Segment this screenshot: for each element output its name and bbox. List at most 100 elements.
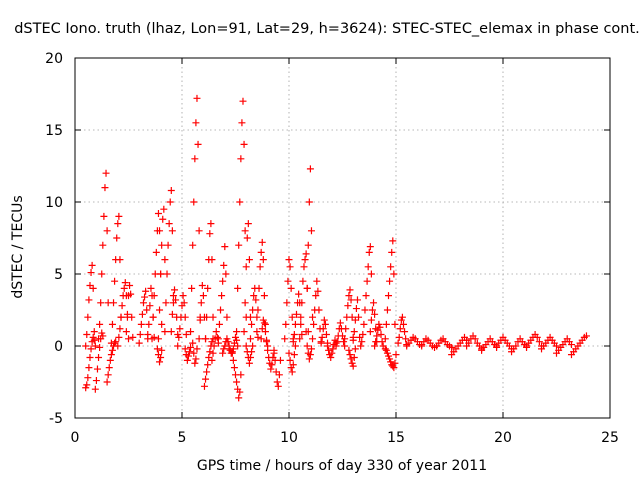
data-point [190,198,198,206]
data-point [157,354,165,362]
data-point [93,365,101,373]
series-arc29 [240,220,254,336]
data-point [448,343,456,351]
series-arc37 [285,342,299,376]
data-point [390,364,398,372]
data-point [158,241,166,249]
data-point [236,198,244,206]
data-point [346,351,354,359]
data-point [386,277,394,285]
data-point [127,290,135,298]
data-point [328,349,336,357]
data-point [234,284,242,292]
data-point [365,248,373,256]
series-arc58 [448,333,471,359]
data-point [195,227,203,235]
data-point [120,284,128,292]
data-point [91,385,99,393]
data-point [367,270,375,278]
data-point [238,119,246,127]
data-point [372,338,380,346]
series-arc22 [202,220,217,343]
series-arc65 [553,335,575,357]
data-point [248,348,256,356]
series-arc64 [538,333,560,353]
series-arc43 [317,316,332,347]
x-axis-label: GPS time / hours of day 330 of year 2011 [197,458,487,474]
series-arc12 [154,205,169,343]
data-point [388,248,396,256]
data-point [258,238,266,246]
data-point [233,378,241,386]
series-arc20 [195,282,210,343]
data-point [246,335,254,343]
series-arc01 [82,261,98,350]
data-point [98,270,106,278]
data-point [237,371,245,379]
data-point [324,342,332,350]
series-arc13 [153,345,166,366]
series-arc09 [135,287,152,347]
data-point [309,313,317,321]
data-point [315,306,323,314]
data-point [208,356,216,364]
data-point [353,296,361,304]
series-arc25 [219,335,233,357]
data-point [246,354,254,362]
data-point [260,292,268,300]
data-point [229,345,237,353]
data-point [210,342,218,350]
data-point [233,336,241,344]
data-point [235,394,243,402]
data-point [135,339,143,347]
data-point [312,292,320,300]
data-point [350,328,358,336]
data-point [367,316,375,324]
data-point [154,335,162,343]
data-point [180,299,188,307]
y-axis-label: dSTEC / TECUs [10,195,26,298]
data-point [385,292,393,300]
y-tick-label: 15 [45,123,63,139]
data-point [287,284,295,292]
series-arc06 [107,212,125,347]
data-point [256,263,264,271]
data-point [306,165,314,173]
data-point [148,335,156,343]
data-point [95,335,103,343]
data-point [83,381,91,389]
data-point [88,261,96,269]
data-point [346,286,354,294]
data-point [171,286,179,294]
data-point [203,313,211,321]
data-point [285,349,293,357]
series-arc35 [270,349,284,390]
plot-frame [74,57,611,419]
data-point [192,119,200,127]
data-point [102,169,110,177]
data-point [286,356,294,364]
data-point [368,306,376,314]
data-point [341,342,349,350]
data-point [128,313,136,321]
data-point [377,330,385,338]
data-point [289,338,297,346]
series-arc32 [253,238,271,346]
data-point [138,310,146,318]
data-point [342,325,350,333]
data-point [167,186,175,194]
data-point [260,319,268,327]
data-point [115,212,123,220]
chart-title: dSTEC Iono. truth (lhaz, Lon=91, Lat=29,… [14,21,640,37]
series-arc41 [303,342,315,363]
data-point [213,333,221,341]
data-point [582,332,590,340]
data-point [113,234,121,242]
data-point [206,230,214,238]
data-point [175,333,183,341]
y-tick-label: 10 [45,195,63,211]
data-point [249,342,257,350]
data-point [221,243,229,251]
data-point [118,302,126,310]
data-point [366,328,374,336]
